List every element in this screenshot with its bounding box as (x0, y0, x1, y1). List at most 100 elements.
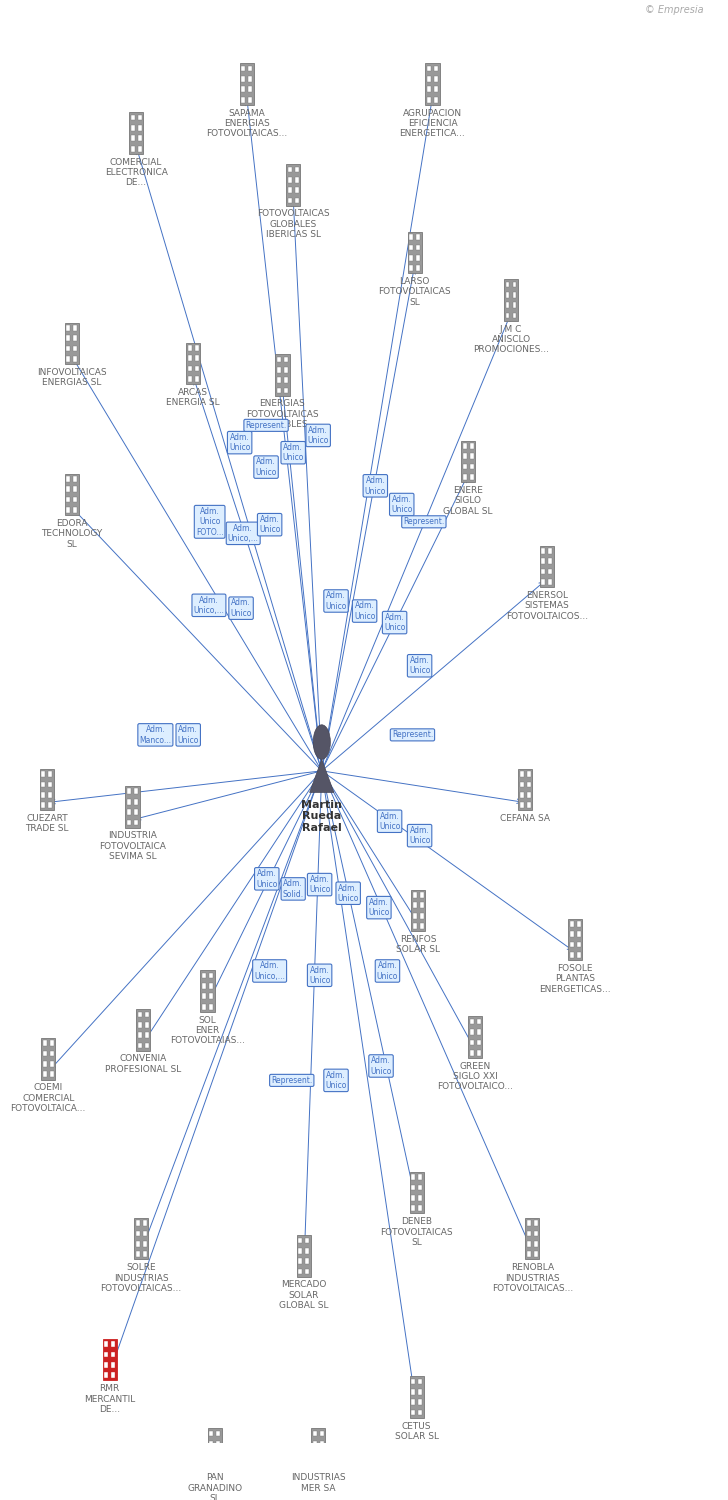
Text: LARSO
FOTOVOLTAICAS
SL: LARSO FOTOVOLTAICAS SL (379, 278, 451, 308)
FancyBboxPatch shape (138, 114, 141, 120)
FancyBboxPatch shape (463, 474, 467, 480)
FancyBboxPatch shape (477, 1040, 480, 1046)
FancyBboxPatch shape (66, 496, 70, 502)
FancyBboxPatch shape (209, 1431, 213, 1436)
FancyBboxPatch shape (411, 1196, 415, 1200)
FancyBboxPatch shape (216, 1452, 220, 1456)
FancyBboxPatch shape (74, 336, 77, 340)
FancyBboxPatch shape (534, 1251, 538, 1257)
FancyBboxPatch shape (134, 819, 138, 825)
FancyBboxPatch shape (186, 342, 200, 384)
Text: SAPAMA
ENERGIAS
FOTOVOLTAICAS...: SAPAMA ENERGIAS FOTOVOLTAICAS... (206, 108, 288, 138)
FancyBboxPatch shape (65, 322, 79, 364)
FancyBboxPatch shape (409, 244, 413, 250)
FancyBboxPatch shape (200, 970, 215, 1012)
FancyBboxPatch shape (527, 1230, 531, 1236)
FancyBboxPatch shape (66, 345, 70, 351)
Text: EDORA
TECHNOLOGY
SL: EDORA TECHNOLOGY SL (41, 519, 103, 549)
FancyBboxPatch shape (463, 442, 467, 448)
FancyBboxPatch shape (145, 1022, 149, 1028)
FancyBboxPatch shape (505, 282, 510, 288)
FancyBboxPatch shape (74, 496, 77, 502)
Text: Represent.: Represent. (271, 1076, 312, 1084)
FancyBboxPatch shape (470, 453, 474, 459)
FancyBboxPatch shape (248, 98, 253, 102)
FancyBboxPatch shape (419, 1196, 422, 1200)
FancyBboxPatch shape (241, 98, 245, 102)
FancyBboxPatch shape (419, 1185, 422, 1191)
FancyBboxPatch shape (541, 579, 545, 585)
FancyBboxPatch shape (209, 1461, 213, 1467)
FancyBboxPatch shape (297, 1236, 311, 1276)
FancyBboxPatch shape (138, 124, 141, 130)
FancyBboxPatch shape (66, 507, 70, 513)
FancyBboxPatch shape (470, 442, 474, 448)
FancyBboxPatch shape (425, 63, 440, 105)
FancyBboxPatch shape (411, 1206, 415, 1210)
FancyBboxPatch shape (127, 819, 131, 825)
FancyBboxPatch shape (416, 244, 420, 250)
FancyBboxPatch shape (534, 1240, 538, 1246)
FancyBboxPatch shape (295, 166, 298, 172)
FancyBboxPatch shape (527, 792, 531, 798)
Text: Represent.: Represent. (245, 422, 287, 430)
FancyBboxPatch shape (411, 890, 425, 932)
FancyBboxPatch shape (288, 166, 292, 172)
Text: DENEB
FOTOVOLTAICAS
SL: DENEB FOTOVOLTAICAS SL (381, 1216, 453, 1246)
FancyBboxPatch shape (434, 66, 438, 72)
Text: CETUS
SOLAR SL: CETUS SOLAR SL (395, 1422, 439, 1442)
FancyBboxPatch shape (520, 782, 523, 788)
FancyBboxPatch shape (104, 1352, 108, 1358)
FancyBboxPatch shape (195, 356, 199, 362)
FancyBboxPatch shape (138, 1042, 142, 1048)
Text: COEMI
COMERCIAL
FOTOVOLTAICA...: COEMI COMERCIAL FOTOVOLTAICA... (11, 1083, 86, 1113)
Text: J M C
ANISCLO
PROMOCIONES...: J M C ANISCLO PROMOCIONES... (473, 324, 549, 354)
FancyBboxPatch shape (277, 368, 281, 372)
FancyBboxPatch shape (427, 76, 431, 82)
Text: Adm.
Unico: Adm. Unico (229, 433, 250, 453)
FancyBboxPatch shape (539, 546, 554, 586)
FancyBboxPatch shape (416, 255, 420, 261)
Text: Adm.
Unico: Adm. Unico (354, 602, 376, 621)
FancyBboxPatch shape (311, 1428, 325, 1470)
Text: Adm.
Unico: Adm. Unico (377, 962, 398, 981)
FancyBboxPatch shape (420, 922, 424, 928)
FancyBboxPatch shape (138, 1011, 142, 1017)
FancyBboxPatch shape (248, 87, 253, 92)
Text: Adm.
Unico: Adm. Unico (368, 898, 389, 918)
Text: Adm.
Unico: Adm. Unico (256, 868, 277, 888)
FancyBboxPatch shape (74, 507, 77, 513)
FancyBboxPatch shape (411, 1378, 415, 1384)
FancyBboxPatch shape (410, 1377, 424, 1417)
FancyBboxPatch shape (427, 66, 431, 72)
FancyBboxPatch shape (188, 376, 191, 382)
FancyBboxPatch shape (41, 802, 45, 808)
FancyBboxPatch shape (408, 232, 422, 273)
FancyBboxPatch shape (111, 1352, 115, 1358)
FancyBboxPatch shape (74, 356, 77, 362)
FancyBboxPatch shape (284, 357, 288, 363)
FancyBboxPatch shape (577, 921, 581, 927)
Text: Adm.
Unico: Adm. Unico (391, 495, 413, 514)
FancyBboxPatch shape (520, 802, 523, 808)
Text: FOTOVOLTAICAS
GLOBALES
IBERICAS SL: FOTOVOLTAICAS GLOBALES IBERICAS SL (257, 210, 330, 238)
Text: Represent.: Represent. (392, 730, 433, 740)
FancyBboxPatch shape (216, 1442, 220, 1446)
FancyBboxPatch shape (277, 378, 281, 382)
FancyBboxPatch shape (570, 952, 574, 957)
FancyBboxPatch shape (548, 558, 552, 564)
FancyBboxPatch shape (134, 800, 138, 804)
FancyBboxPatch shape (129, 112, 143, 154)
FancyBboxPatch shape (288, 198, 292, 204)
FancyBboxPatch shape (138, 1022, 142, 1028)
FancyBboxPatch shape (409, 255, 413, 261)
FancyBboxPatch shape (138, 1032, 142, 1038)
Text: Represent.: Represent. (403, 518, 445, 526)
FancyBboxPatch shape (527, 782, 531, 788)
Text: MERCADO
SOLAR
GLOBAL SL: MERCADO SOLAR GLOBAL SL (279, 1281, 328, 1311)
FancyBboxPatch shape (248, 66, 253, 72)
FancyBboxPatch shape (143, 1240, 146, 1246)
FancyBboxPatch shape (202, 972, 206, 978)
FancyBboxPatch shape (548, 548, 552, 554)
FancyBboxPatch shape (209, 993, 213, 999)
